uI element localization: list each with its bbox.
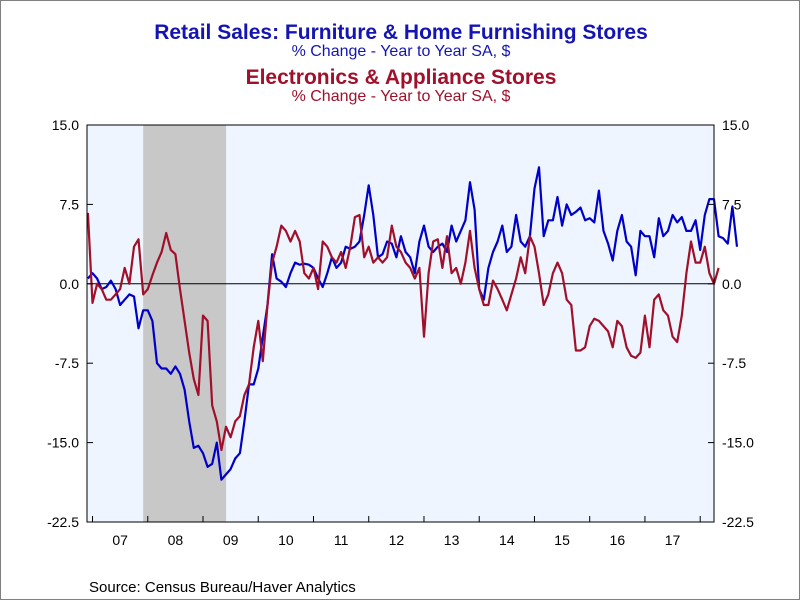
- y-tick-label-left: -15.0: [47, 435, 79, 451]
- plot-frame: [86, 124, 715, 523]
- x-tick-label: 16: [610, 532, 626, 548]
- y-tick-label-right: 7.5: [722, 196, 742, 212]
- y-tick-label-left: 15.0: [52, 117, 79, 133]
- y-tick-label-right: -15.0: [722, 435, 754, 451]
- series-line-electronics: [86, 212, 720, 452]
- y-tick-label-right: -7.5: [722, 355, 746, 371]
- source-note: Source: Census Bureau/Haver Analytics: [89, 579, 356, 596]
- y-tick-label-left: -22.5: [47, 514, 79, 530]
- x-tick-label: 07: [112, 532, 128, 548]
- x-tick-label: 17: [665, 532, 681, 548]
- series-line-furniture: [87, 166, 739, 481]
- y-tick-label-right: -22.5: [722, 514, 754, 530]
- x-tick-label: 13: [444, 532, 460, 548]
- chart-title-electronics: Electronics & Appliance Stores: [245, 66, 557, 89]
- x-tick-label: 15: [554, 532, 570, 548]
- x-tick-label: 14: [499, 532, 515, 548]
- y-tick-label-left: 7.5: [60, 196, 80, 212]
- x-tick-label: 09: [223, 532, 239, 548]
- chart-subtitle-furniture: % Change - Year to Year SA, $: [291, 43, 511, 60]
- y-tick-label-right: 15.0: [722, 117, 749, 133]
- x-tick-label: 12: [389, 532, 405, 548]
- chart-title-furniture: Retail Sales: Furniture & Home Furnishin…: [154, 21, 648, 44]
- x-tick-label: 10: [278, 532, 294, 548]
- y-tick-label-left: -7.5: [55, 355, 79, 371]
- x-tick-label: 08: [168, 532, 184, 548]
- chart-subtitle-electronics: % Change - Year to Year SA, $: [291, 88, 511, 105]
- x-tick-label: 11: [334, 532, 349, 548]
- y-tick-label-right: 0.0: [722, 276, 742, 292]
- y-tick-label-left: 0.0: [60, 276, 80, 292]
